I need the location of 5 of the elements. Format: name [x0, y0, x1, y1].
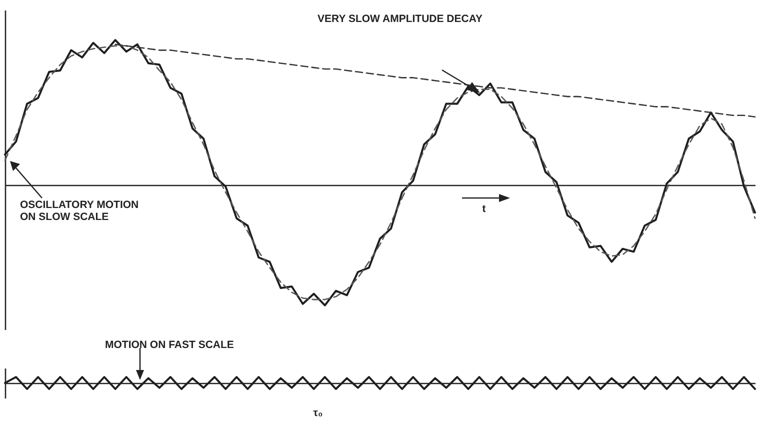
- annotation: OSCILLATORY MOTION ON SLOW SCALE: [20, 199, 139, 223]
- text: VERY SLOW AMPLITUDE DECAY: [318, 13, 482, 25]
- text: MOTION ON FAST SCALE: [105, 339, 234, 351]
- text: τ₀: [313, 407, 323, 419]
- annotation: t: [482, 203, 486, 215]
